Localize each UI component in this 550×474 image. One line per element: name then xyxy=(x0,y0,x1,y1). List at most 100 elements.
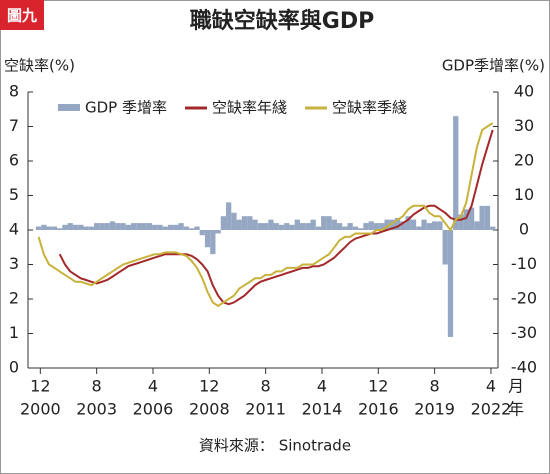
source: 資料來源： Sinotrade xyxy=(199,437,351,455)
gdp-bar xyxy=(268,219,274,230)
y2-tick-label: -30 xyxy=(511,323,537,342)
gdp-bar xyxy=(289,224,295,230)
gdp-bar xyxy=(41,224,47,230)
gdp-bar xyxy=(199,230,205,236)
gdp-bar xyxy=(136,223,142,230)
gdp-bar xyxy=(342,226,348,230)
x-unit-label: 年 xyxy=(508,400,524,419)
gdp-bar xyxy=(51,226,58,230)
x-tick-label: 12 xyxy=(368,377,388,396)
gdp-bar xyxy=(231,212,237,230)
gdp-bar xyxy=(178,223,184,230)
gdp-bar xyxy=(379,223,385,230)
y2-tick-label: 0 xyxy=(519,220,529,239)
gdp-bar xyxy=(99,223,105,230)
x-year-label: 2006 xyxy=(133,400,174,419)
chart-title: 職缺空缺率與GDP xyxy=(190,8,374,34)
x-year-label: 2003 xyxy=(76,400,117,419)
gdp-bar xyxy=(400,221,406,230)
gdp-bar xyxy=(146,223,153,230)
gdp-bar xyxy=(241,216,248,230)
gdp-bar xyxy=(363,223,369,230)
x-tick-label: 8 xyxy=(92,377,102,396)
x-year-label: 2000 xyxy=(20,400,61,419)
gdp-bar xyxy=(326,216,332,230)
legend-label: 空缺率年綫 xyxy=(212,99,287,117)
gdp-bar xyxy=(416,226,422,230)
gdp-bar xyxy=(104,223,110,230)
gdp-bar xyxy=(125,224,131,230)
gdp-bar xyxy=(162,226,168,230)
gdp-bar xyxy=(294,219,300,230)
y-tick-label: 1 xyxy=(9,323,19,342)
gdp-bar xyxy=(83,226,89,230)
gdp-bar xyxy=(130,223,137,230)
gdp-bar xyxy=(257,223,263,230)
gdp-bar xyxy=(204,230,211,248)
x-year-label: 2022 xyxy=(471,400,512,419)
legend-label: GDP 季增率 xyxy=(85,99,167,117)
y2-tick-label: 20 xyxy=(514,151,534,170)
gdp-bar xyxy=(157,224,163,230)
y2-tick-label: -20 xyxy=(511,289,537,308)
gdp-bar xyxy=(368,221,374,230)
gdp-bar xyxy=(278,224,285,230)
x-unit-label: 月 xyxy=(508,377,524,396)
y-axis-label: 空缺率(%) xyxy=(4,57,75,75)
gdp-bar xyxy=(210,230,216,255)
gdp-bar xyxy=(474,221,480,230)
gdp-bar xyxy=(62,224,68,230)
y-tick-label: 8 xyxy=(9,82,19,101)
gdp-bar xyxy=(358,228,364,230)
gdp-bar xyxy=(310,219,316,230)
gdp-bar xyxy=(35,226,42,230)
y-tick-label: 0 xyxy=(9,358,19,377)
gdp-bar xyxy=(431,221,438,230)
gdp-bar xyxy=(426,223,432,230)
y-tick-label: 7 xyxy=(9,116,19,135)
x-tick-label: 4 xyxy=(317,377,327,396)
gdp-bar xyxy=(189,228,195,230)
gdp-bar xyxy=(458,214,464,230)
gdp-bar xyxy=(405,216,411,230)
badge xyxy=(0,0,44,30)
gdp-bar xyxy=(220,216,227,230)
gdp-bar xyxy=(46,226,52,230)
gdp-bar xyxy=(336,223,343,230)
y2-axis-label: GDP季增率(%) xyxy=(442,57,545,75)
gdp-bar xyxy=(468,207,475,230)
gdp-bar xyxy=(120,223,126,230)
x-tick-label: 4 xyxy=(486,377,496,396)
gdp-bar xyxy=(352,226,359,230)
gdp-bar xyxy=(373,223,380,230)
gdp-bar xyxy=(78,224,84,230)
gdp-bar xyxy=(484,205,491,230)
y2-tick-label: 30 xyxy=(514,116,534,135)
x-year-label: 2008 xyxy=(189,400,230,419)
x-tick-label: 12 xyxy=(30,377,50,396)
gdp-bar xyxy=(72,224,79,230)
gdp-bar xyxy=(331,219,337,230)
gdp-bar xyxy=(141,223,147,230)
legend-swatch xyxy=(58,104,80,111)
gdp-bar xyxy=(183,226,190,230)
gdp-bar xyxy=(395,217,401,230)
gdp-bar xyxy=(321,216,327,230)
x-year-label: 2014 xyxy=(302,400,343,419)
x-year-label: 2016 xyxy=(358,400,399,419)
gdp-bar xyxy=(263,223,269,230)
y-tick-label: 5 xyxy=(9,185,19,204)
x-tick-label: 12 xyxy=(199,377,219,396)
gdp-bar xyxy=(57,228,63,230)
gdp-bar xyxy=(215,230,221,234)
gdp-bar xyxy=(226,202,232,230)
x-tick-label: 8 xyxy=(261,377,271,396)
gdp-bar xyxy=(173,224,179,230)
y2-tick-label: -40 xyxy=(511,358,537,377)
gdp-bar xyxy=(447,230,454,337)
gdp-bar xyxy=(347,223,353,230)
gdp-bar xyxy=(167,224,174,230)
gdp-bar xyxy=(442,230,448,265)
